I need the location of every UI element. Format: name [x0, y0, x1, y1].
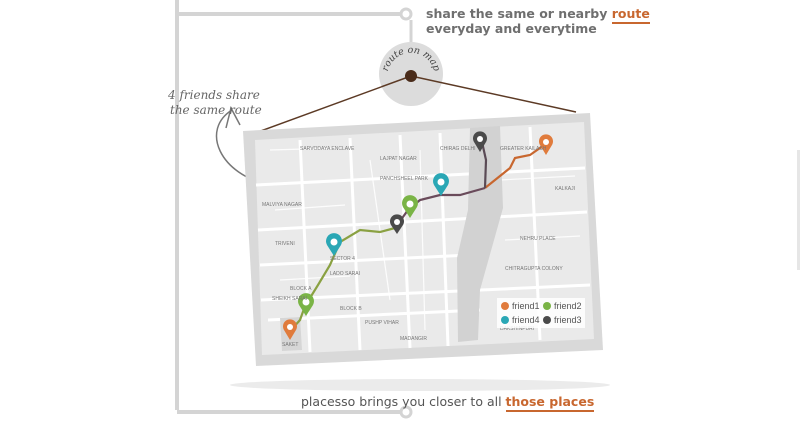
map-dark-zone: [457, 126, 503, 342]
map-place-label: PUSHP VIHAR: [365, 320, 399, 326]
map-place-label: SECTOR 4: [330, 256, 355, 262]
annotation-text: 4 friends share the same route: [168, 88, 262, 118]
map-place-label: LADO SARAI: [330, 271, 360, 277]
map-streets: [255, 126, 591, 353]
timeline-node-top: [399, 7, 413, 21]
map-place-label: CHITRAGUPTA COLONY: [505, 266, 563, 272]
legend-label: friend1: [512, 301, 540, 311]
legend-item-friend1: friend1: [501, 301, 540, 311]
headline-line2: everyday and everytime: [426, 21, 597, 36]
legend-item-friend3: friend3: [543, 315, 582, 325]
footer-text: placesso brings you closer to all: [301, 394, 506, 409]
map-place-label: PANCHSHEEL PARK: [380, 176, 429, 182]
map-place-label: TRIVENI: [275, 241, 295, 247]
legend-label: friend3: [554, 315, 582, 325]
pin-friend2-start[interactable]: [298, 293, 314, 316]
map-place-label: MALVIYA NAGAR: [262, 202, 302, 208]
map-legend: friend1 friend2 friend4 friend3: [497, 298, 585, 328]
map-place-label: GREATER KAILASH: [500, 146, 547, 152]
legend-item-friend2: friend2: [543, 301, 582, 311]
pin-friend4-start[interactable]: [326, 233, 342, 256]
timeline-rail: [175, 0, 400, 414]
those-places-link[interactable]: those places: [505, 394, 595, 412]
legend-label: friend2: [554, 301, 582, 311]
map-place-label: SHEIKH SARAI: [272, 296, 307, 302]
map-labels: SARVODAYA ENCLAVE MALVIYA NAGAR SAKET PUSHP…: [262, 146, 575, 348]
right-edge-scroll-hint: [797, 150, 800, 270]
legend-dot: [501, 302, 509, 310]
pin-friend1-end[interactable]: [539, 134, 553, 155]
pin-friend1-start[interactable]: [283, 319, 297, 340]
annotation-line2: the same route: [170, 103, 262, 117]
map-place-label: KALKAJI: [555, 186, 575, 192]
route-link[interactable]: route: [611, 6, 650, 24]
map-place-label: BLOCK B: [340, 306, 362, 312]
map-place-label: LAJPAT NAGAR: [380, 156, 417, 162]
map-place-label: SARVODAYA ENCLAVE: [300, 146, 355, 152]
route-lines: [290, 141, 547, 331]
legend-dot: [501, 316, 509, 324]
legend-item-friend4: friend4: [501, 315, 540, 325]
map-place-label: BLOCK A: [290, 286, 312, 292]
headline-text: share the same or nearby: [426, 6, 612, 21]
hanging-wire: [257, 75, 577, 133]
legend-label: friend4: [512, 315, 540, 325]
hanger-pin: [405, 70, 417, 82]
map-place-label: DAKSHINPURI: [500, 326, 534, 332]
legend-dot: [543, 302, 551, 310]
annotation-line1: 4 friends share: [168, 88, 260, 102]
headline-line1: share the same or nearby route: [426, 6, 650, 24]
footer-tagline: placesso brings you closer to all those …: [301, 394, 595, 412]
pin-friend4-end[interactable]: [433, 173, 449, 196]
map-place-label: MADANGIR: [400, 336, 427, 342]
map-place-label: NEHRU PLACE: [520, 236, 556, 242]
map-place-label: CHIRAG DELHI: [440, 146, 476, 152]
legend-dot: [543, 316, 551, 324]
timeline-node-bottom: [399, 405, 413, 419]
map-place-label: SAKET: [282, 342, 298, 348]
pin-friend3-end[interactable]: [472, 131, 488, 152]
pin-friend2-end[interactable]: [402, 195, 418, 218]
pin-friend3-start[interactable]: [389, 214, 404, 234]
